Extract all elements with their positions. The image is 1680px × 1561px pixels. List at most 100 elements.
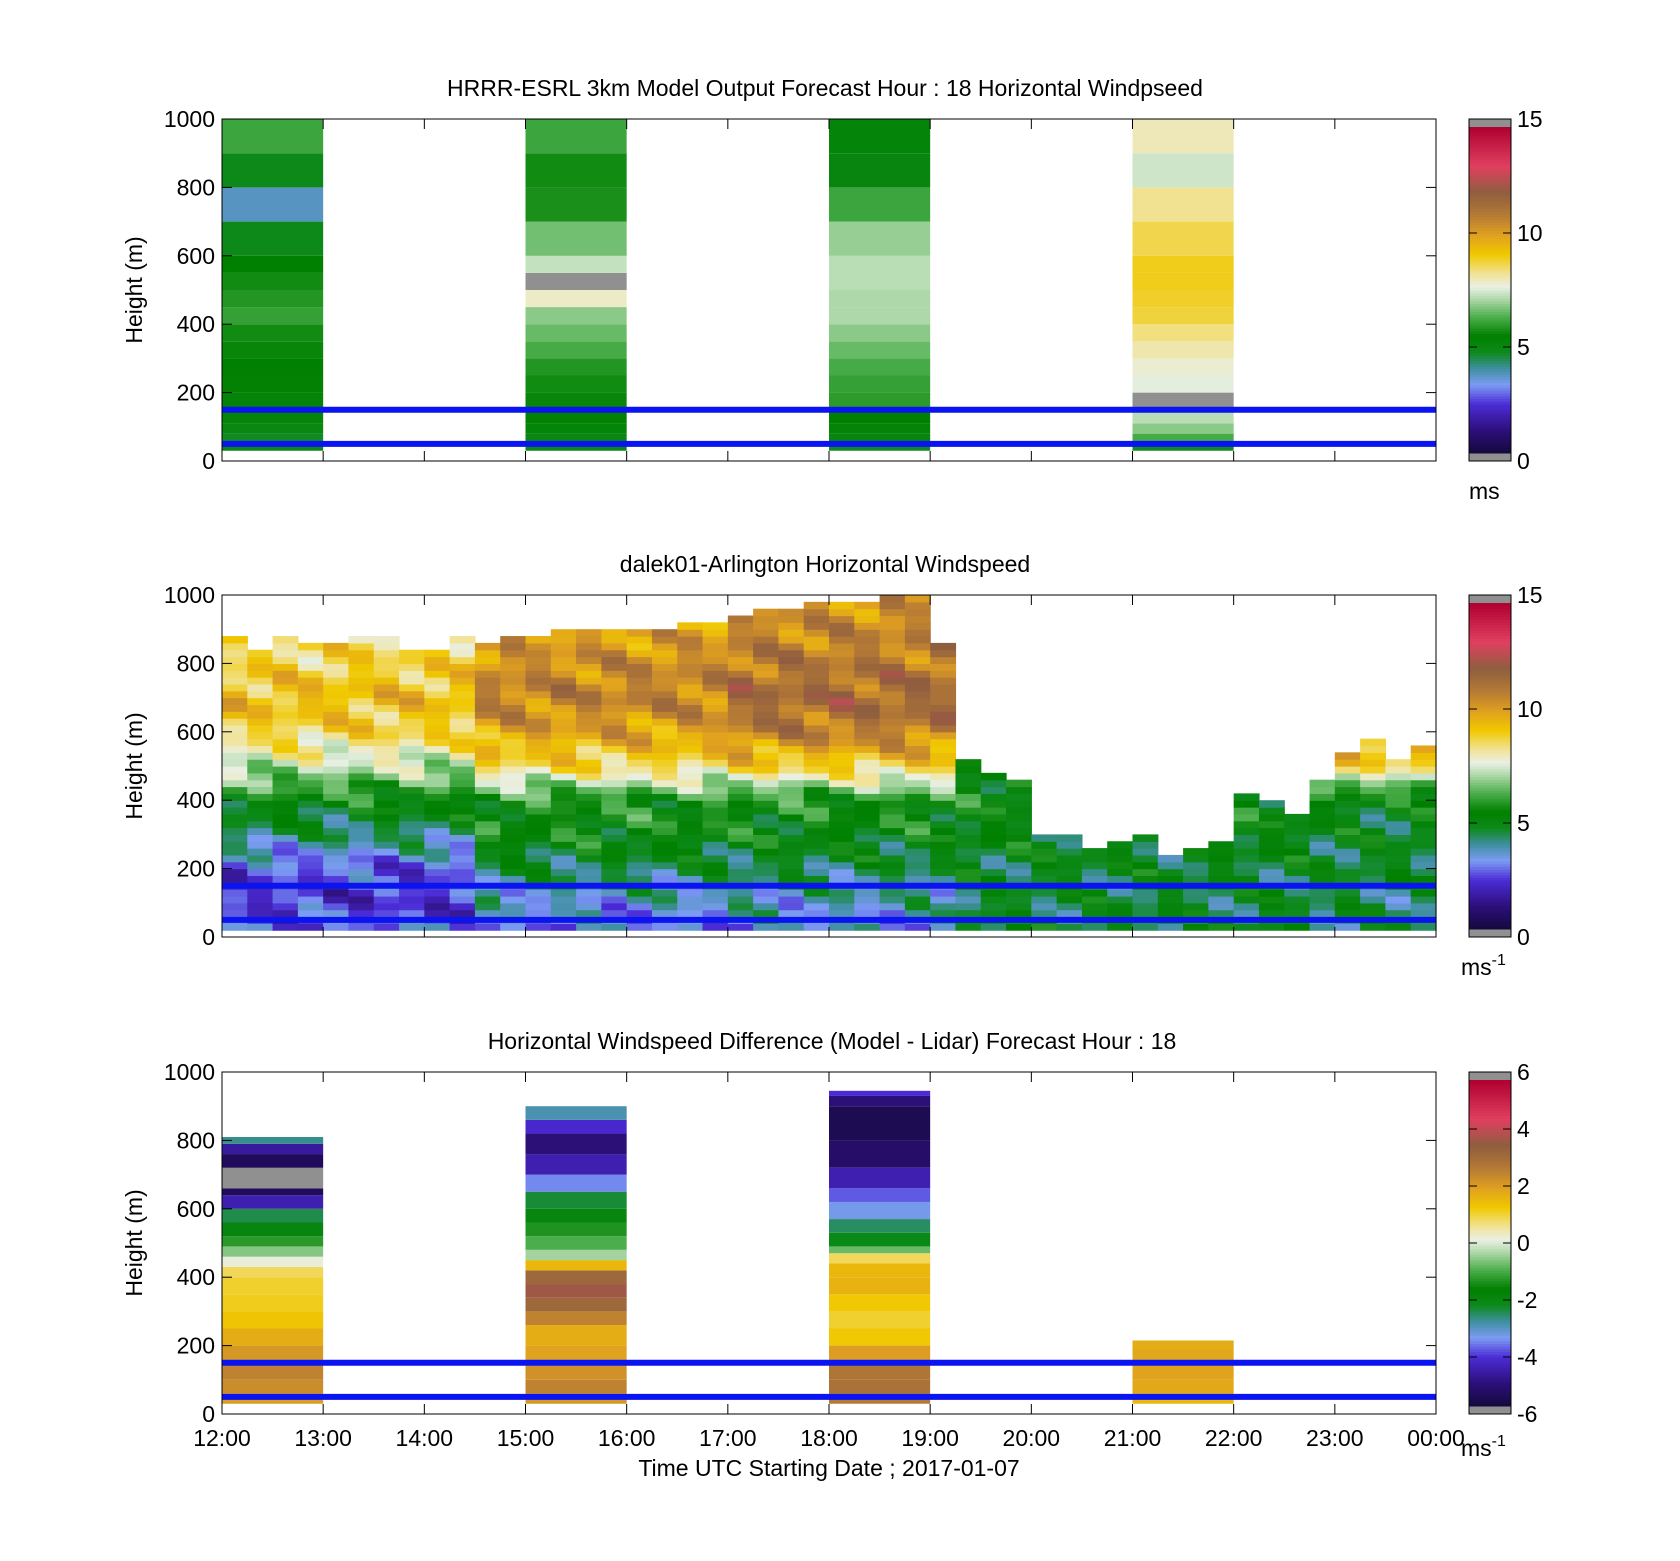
heatmap-cell <box>449 759 476 767</box>
heatmap-cell <box>879 759 906 767</box>
heatmap-cell <box>222 923 248 931</box>
colorbar-segment <box>1469 146 1511 150</box>
heatmap-cell <box>904 766 931 774</box>
colorbar-segment <box>1469 1232 1511 1236</box>
heatmap-cell <box>829 629 855 637</box>
heatmap-cell <box>500 868 527 877</box>
y-tick-label: 600 <box>177 1196 215 1222</box>
heatmap-cell <box>222 670 248 678</box>
heatmap-cell <box>424 861 451 870</box>
heatmap-cell <box>297 909 324 918</box>
heatmap-cell <box>829 889 855 897</box>
heatmap-cell <box>829 1263 931 1278</box>
colorbar-segment <box>1469 322 1511 326</box>
heatmap-cell <box>323 649 350 658</box>
colorbar-segment <box>1469 692 1511 696</box>
heatmap-cell <box>576 902 602 911</box>
heatmap-cell <box>576 766 602 774</box>
heatmap-cell <box>677 752 704 760</box>
heatmap-cell <box>955 841 982 849</box>
heatmap-cell <box>702 895 729 904</box>
heatmap-cell <box>1258 834 1285 842</box>
colorbar-segment <box>1469 216 1511 220</box>
heatmap-cell <box>879 690 906 699</box>
heatmap-cell <box>753 848 780 856</box>
heatmap-cell <box>778 731 805 740</box>
colorbar-segment <box>1469 165 1511 169</box>
heatmap-cell <box>323 656 350 664</box>
heatmap-cell <box>348 752 375 760</box>
heatmap-cell <box>500 683 527 692</box>
heatmap-cell <box>955 800 982 808</box>
heatmap-cell <box>1410 800 1437 808</box>
heatmap-cell <box>677 677 704 685</box>
heatmap-cell <box>1006 779 1032 788</box>
heatmap-cell <box>474 759 501 767</box>
heatmap-cell <box>1258 902 1285 911</box>
heatmap-cell <box>525 187 627 222</box>
heatmap-cell <box>474 889 501 897</box>
heatmap-cell <box>373 752 400 760</box>
heatmap-cell <box>702 629 729 637</box>
heatmap-cell <box>222 1195 324 1209</box>
heatmap-cell <box>1056 868 1083 877</box>
heatmap-cell <box>677 807 704 815</box>
heatmap-cell <box>727 766 754 774</box>
heatmap-cell <box>829 670 855 678</box>
heatmap-cell <box>449 807 476 815</box>
heatmap-cell <box>1410 793 1437 801</box>
heatmap-cell <box>373 861 400 870</box>
heatmap-cell <box>323 909 350 918</box>
heatmap-cell <box>424 697 451 706</box>
colorbar-segment <box>1469 336 1511 340</box>
heatmap-cell <box>272 636 299 644</box>
heatmap-cell <box>854 889 881 897</box>
heatmap-cell <box>525 642 552 651</box>
heatmap-cell <box>272 697 299 706</box>
heatmap-cell <box>626 909 653 918</box>
heatmap-cell <box>753 690 780 699</box>
heatmap-cell <box>373 827 400 835</box>
heatmap-cell <box>399 854 425 863</box>
heatmap-cell <box>651 745 678 753</box>
heatmap-cell <box>1410 909 1437 918</box>
heatmap-cell <box>778 642 805 651</box>
heatmap-cell <box>1360 902 1387 911</box>
colorbar-segment <box>1469 1099 1511 1103</box>
heatmap-cell <box>424 875 451 883</box>
heatmap-cell <box>247 656 274 664</box>
heatmap-cell <box>323 800 350 808</box>
heatmap-cell <box>525 649 552 658</box>
heatmap-cell <box>424 800 451 808</box>
colorbar-segment <box>1469 208 1511 212</box>
heatmap-cell <box>399 731 425 740</box>
heatmap-cell <box>373 841 400 849</box>
heatmap-cell <box>550 649 577 658</box>
x-tick-label: 20:00 <box>1003 1425 1061 1451</box>
heatmap-cell <box>222 324 324 342</box>
heatmap-cell <box>879 827 906 835</box>
y-tick-label: 800 <box>177 174 215 200</box>
colorbar-segment <box>1469 651 1511 656</box>
heatmap-cell <box>1410 827 1437 835</box>
heatmap-cell <box>399 690 425 699</box>
heatmap-cell <box>955 772 982 781</box>
heatmap-cell <box>753 608 780 617</box>
heatmap-cell <box>323 697 350 706</box>
heatmap-cell <box>702 642 729 651</box>
heatmap-cell <box>500 807 527 815</box>
heatmap-cell <box>980 854 1007 863</box>
heatmap-cell <box>1360 834 1387 842</box>
heatmap-cell <box>626 834 653 842</box>
heatmap-cell <box>651 759 678 767</box>
heatmap-cell <box>1031 889 1058 897</box>
heatmap-cell <box>1360 772 1387 781</box>
heatmap-cell <box>1157 923 1184 931</box>
x-tick-label: 21:00 <box>1104 1425 1162 1451</box>
y-tick-label: 800 <box>177 1127 215 1153</box>
heatmap-cell <box>348 807 375 815</box>
colorbar-segment <box>1469 1389 1511 1393</box>
heatmap-cell <box>399 923 425 931</box>
heatmap-cell <box>500 854 527 863</box>
